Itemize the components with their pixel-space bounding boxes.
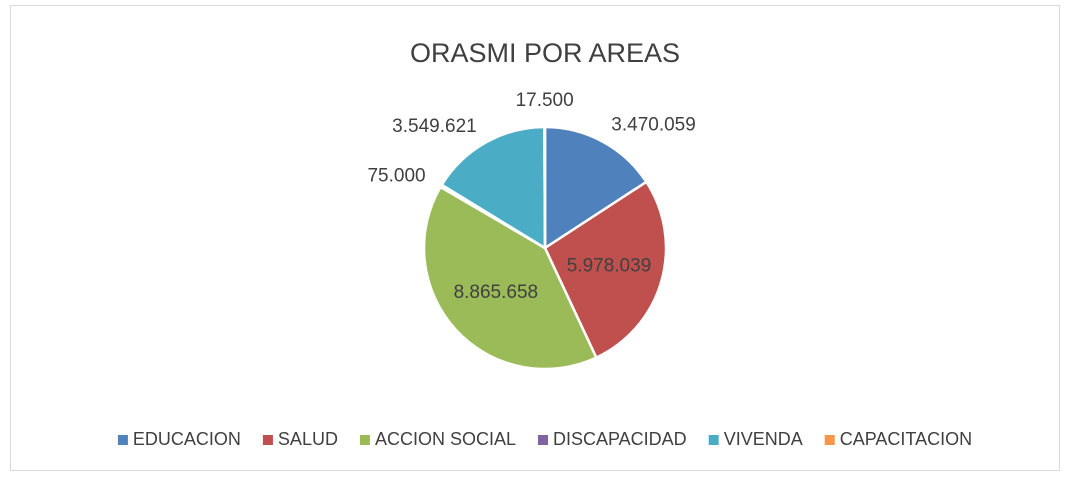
legend-label: VIVENDA	[724, 429, 803, 449]
legend-swatch	[117, 435, 128, 445]
data-label: 75.000	[367, 166, 425, 187]
data-label: 3.549.621	[392, 116, 477, 137]
legend-swatch	[262, 435, 273, 445]
data-label: 5.978.039	[567, 255, 652, 276]
pie-slice	[543, 180, 668, 360]
chart-title: ORASMI POR AREAS	[410, 38, 680, 68]
legend-swatch	[708, 435, 719, 445]
legend-label: SALUD	[278, 429, 338, 449]
legend: EDUCACION SALUD ACCION SOCIAL DISCAPACIDAD V…	[117, 429, 972, 449]
legend-label: DISCAPACIDAD	[553, 429, 687, 449]
legend-label: CAPACITACION	[840, 429, 972, 449]
legend-label: ACCION SOCIAL	[375, 429, 516, 449]
legend-swatch	[824, 435, 835, 445]
pie-slice	[422, 185, 598, 371]
data-label: 8.865.658	[454, 282, 539, 303]
data-label: 3.470.059	[611, 115, 696, 136]
data-label: 17.500	[516, 90, 574, 111]
pie-slice	[543, 125, 547, 249]
legend-label: EDUCACION	[133, 429, 241, 449]
legend-swatch	[537, 435, 548, 445]
pie-slice	[543, 125, 649, 251]
pie-slice	[440, 125, 547, 251]
legend-swatch	[359, 435, 370, 445]
